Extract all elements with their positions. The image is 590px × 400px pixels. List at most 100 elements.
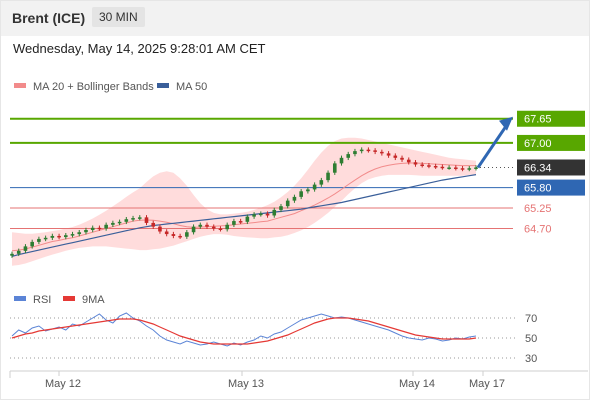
candle-body: [359, 149, 364, 152]
candle-body: [252, 214, 256, 217]
candle-body: [238, 221, 243, 223]
candle-body: [90, 227, 95, 230]
candle-body: [137, 217, 142, 219]
candle-body: [97, 227, 102, 230]
candle-body: [63, 235, 68, 238]
candle-body: [346, 154, 351, 158]
bollinger-band: [12, 137, 476, 266]
resistance-box: [517, 134, 585, 151]
candle-body: [467, 168, 472, 170]
candle-body: [104, 224, 108, 229]
candle-body: [312, 184, 317, 190]
candle-body: [43, 237, 48, 240]
candle-body: [77, 232, 82, 235]
candle-body: [158, 226, 162, 232]
candle-body: [272, 209, 277, 216]
candle-body: [178, 235, 182, 238]
timeframe-badge[interactable]: 30 MIN: [92, 7, 145, 27]
current-price-label: 66.34: [524, 162, 552, 174]
candle-body: [285, 200, 290, 207]
candle-body: [37, 238, 41, 242]
candle-body: [326, 172, 330, 181]
candle-body: [70, 234, 75, 236]
ma20-line: [11, 162, 476, 252]
candle-body: [245, 216, 250, 222]
level-65.25: 65.25: [10, 203, 552, 215]
level-66.34: 66.34: [476, 159, 585, 176]
main-legend: MA 20 + Bollinger Bands MA 50: [14, 81, 207, 93]
legend-swatch-0: [14, 83, 26, 88]
candle-body: [447, 167, 451, 169]
pivot-box: [517, 179, 585, 196]
legend-label-0: MA 20 + Bollinger Bands: [33, 81, 154, 93]
resistance-box: [517, 110, 585, 127]
candle-body: [373, 150, 377, 152]
candle-body: [393, 155, 398, 158]
candle-body: [205, 224, 209, 227]
level-67.65: 67.65: [10, 110, 585, 127]
rsi-legend-swatch-0: [14, 296, 26, 301]
candle-body: [211, 226, 216, 229]
rsi-legend-label-0: RSI: [33, 294, 51, 306]
candle-body: [151, 222, 156, 227]
timestamp: Wednesday, May 14, 2025 9:28:01 AM CET: [13, 41, 266, 56]
pivot-label: 65.80: [524, 183, 552, 195]
candle-body: [386, 153, 391, 156]
rsi-tick-label: 70: [525, 313, 537, 325]
candle-body: [265, 213, 270, 216]
instrument-title: Brent (ICE): [12, 10, 86, 26]
rsi-legend: RSI 9MA: [14, 294, 105, 306]
x-tick-label: May 14: [399, 378, 435, 390]
candle-body: [380, 151, 384, 154]
candle-body: [131, 218, 135, 220]
candle-body: [332, 163, 337, 173]
candle-body: [191, 226, 196, 233]
candle-body: [117, 221, 122, 224]
x-tick-label: May 12: [45, 378, 81, 390]
rsi-legend-label-1: 9MA: [82, 294, 105, 306]
level-65.80: 65.80: [10, 179, 585, 196]
forecast-arrow-head: [499, 116, 513, 131]
candle-body: [413, 162, 418, 165]
candle-body: [460, 168, 465, 170]
candle-body: [406, 159, 411, 163]
candle-body: [339, 157, 344, 164]
forecast-arrow-shaft: [476, 123, 509, 169]
candle-body: [218, 228, 223, 231]
chart-header: Brent (ICE) 30 MIN: [0, 0, 590, 36]
candle-body: [433, 166, 438, 168]
candle-body: [400, 157, 404, 160]
candle-body: [124, 219, 129, 222]
candle-body: [319, 180, 324, 185]
candle-body: [279, 206, 283, 210]
legend-label-1: MA 50: [176, 81, 207, 93]
candles: [10, 147, 478, 258]
level-67.00: 67.00: [10, 134, 585, 151]
x-tick-label: May 13: [228, 378, 264, 390]
candle-body: [10, 253, 14, 256]
candle-body: [50, 235, 55, 238]
candle-body: [427, 165, 431, 167]
candle-body: [306, 189, 310, 192]
rsi-legend-swatch-1: [63, 296, 75, 301]
candle-body: [164, 231, 169, 235]
candle-body: [259, 213, 263, 216]
resistance-label: 67.65: [524, 114, 552, 126]
candle-body: [84, 230, 88, 233]
resistance-label: 67.00: [524, 138, 552, 150]
rsi-tick-label: 30: [525, 353, 537, 365]
candle-body: [30, 241, 34, 247]
candle-body: [366, 149, 371, 152]
candle-body: [185, 232, 189, 237]
candle-body: [198, 224, 203, 227]
candle-body: [16, 250, 21, 254]
legend-swatch-1: [157, 83, 169, 88]
rsi-ma-line: [11, 317, 477, 345]
candle-body: [225, 224, 229, 230]
rsi-tick-label: 50: [525, 333, 537, 345]
candle-body: [299, 191, 303, 197]
x-tick-label: May 17: [469, 378, 505, 390]
candle-body: [440, 166, 445, 169]
candle-body: [420, 164, 425, 167]
